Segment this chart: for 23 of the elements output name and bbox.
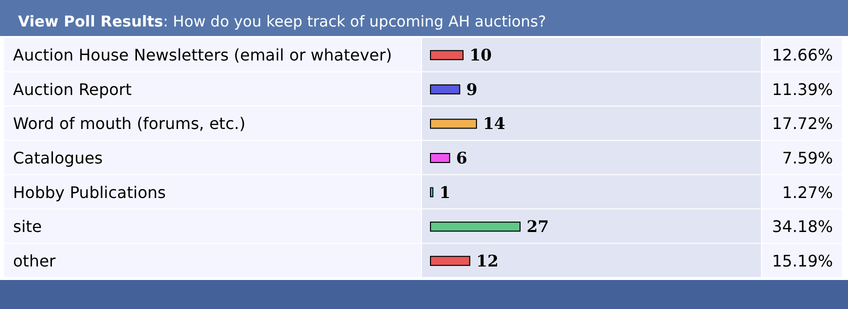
data-label: 9 <box>466 80 478 99</box>
y-tick-label: other <box>13 251 56 270</box>
text: 11.39% <box>772 80 833 99</box>
y-tick-label: Hobby Publications <box>13 182 166 202</box>
data-label: 27 <box>526 217 549 236</box>
text: 7.59% <box>782 148 833 168</box>
chart-subtitle: : How do you keep track of upcoming AH auctions? <box>163 12 546 30</box>
text: 1.27% <box>782 182 833 202</box>
text: 12.66% <box>772 46 833 65</box>
y-tick-label: site <box>13 217 42 236</box>
y-tick-label: Word of mouth (forums, etc.) <box>13 114 246 134</box>
text: 17.72% <box>772 114 833 134</box>
y-tick-label: Auction House Newsletters (email or whatever) <box>13 46 392 65</box>
data-label: 6 <box>456 148 468 168</box>
data-label: 12 <box>476 251 499 270</box>
text: 15.19% <box>772 251 833 270</box>
data-label: 1 <box>439 182 450 202</box>
data-label: 14 <box>482 114 506 134</box>
text: 34.18% <box>772 217 833 236</box>
data-label: 10 <box>470 46 492 65</box>
y-tick-label: Catalogues <box>13 148 103 168</box>
y-tick-label: Auction Report <box>13 80 132 99</box>
text: View Poll Results <box>18 12 164 30</box>
